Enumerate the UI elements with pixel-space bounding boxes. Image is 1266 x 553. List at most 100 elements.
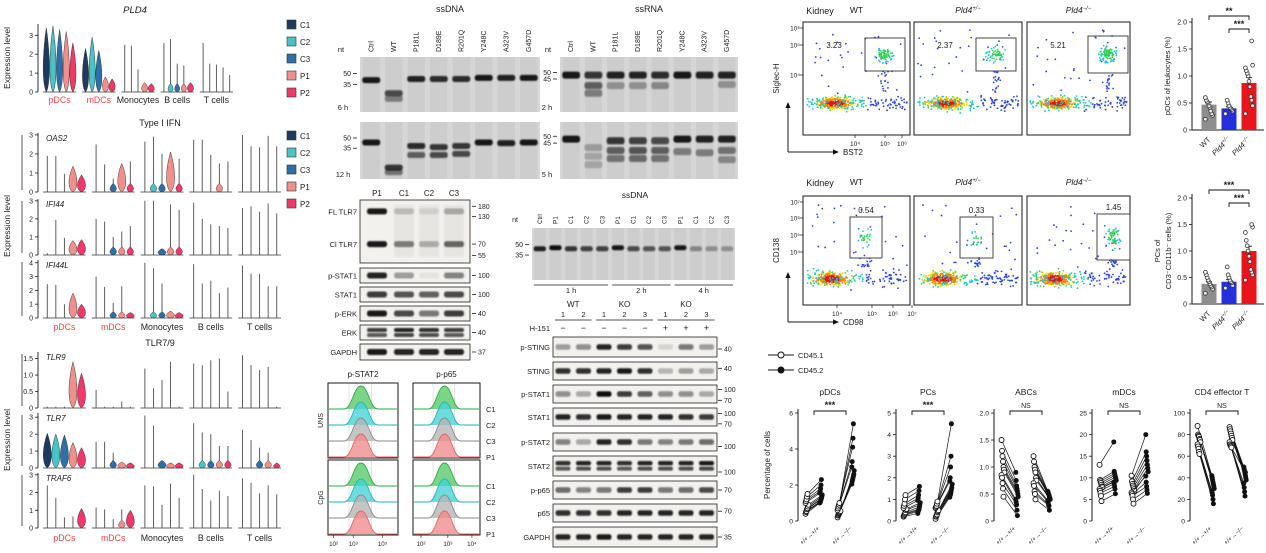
violin-shape	[68, 442, 78, 469]
data-point	[1203, 116, 1208, 122]
histogram-ridge	[414, 385, 479, 410]
flow-scatter	[1029, 205, 1127, 290]
celltype-label: T cells	[247, 322, 273, 332]
sig-label: NS	[1021, 403, 1031, 410]
paired-x-label: +/+→+/+	[1191, 525, 1214, 547]
legend-label: CD45.2	[798, 366, 823, 375]
lane-label: G457D	[526, 30, 533, 52]
x-tick: 10³	[443, 541, 452, 548]
celltype-label: pDCs	[53, 533, 76, 543]
histogram-ridge	[414, 462, 479, 487]
panel-group-title: Type I IFN	[139, 118, 181, 128]
wb-row-label: STAT2	[528, 462, 550, 471]
lane-label: A323V	[503, 31, 510, 52]
size-marker: 40	[478, 311, 486, 318]
x-tick: 10²	[329, 541, 338, 548]
celltype-label: B cells	[198, 533, 225, 543]
y-tick: 10	[1079, 475, 1087, 482]
data-point	[1245, 248, 1251, 254]
paired-panel-title: PCs	[920, 387, 936, 397]
histogram-ridge	[329, 478, 397, 503]
data-point-open	[1031, 458, 1037, 465]
wb-row-label: STAT1	[335, 291, 357, 300]
time-label: 12 h	[336, 170, 351, 179]
data-point	[1224, 98, 1230, 103]
data-point	[1248, 267, 1254, 272]
violin-shape	[68, 292, 78, 319]
phospho-flow-histograms: p-STAT2 p-p65 UNS C1 C2 C3 P1 CpG C1 C2 C3 P1 10² 10³…	[318, 370, 496, 548]
y-tick: 0	[29, 316, 33, 323]
x-tick: 10²	[417, 541, 426, 548]
y-tick: 2	[29, 490, 33, 497]
size-marker: 55	[478, 253, 486, 260]
size-marker: 130	[478, 214, 490, 221]
y-tick: 0	[789, 519, 793, 526]
data-point-filled	[916, 488, 922, 494]
paired-panel-title: CD4 effector T	[1195, 387, 1250, 397]
data-point-open	[999, 474, 1005, 481]
violin-shape	[77, 372, 86, 409]
y-tick: 1	[887, 497, 891, 504]
violin-shape	[175, 183, 183, 193]
paired-panel-title: ABCs	[1015, 387, 1037, 397]
size-marker: 50	[515, 242, 523, 249]
data-point-filled	[1111, 439, 1117, 445]
lane-label: Y248C	[679, 31, 686, 52]
violin-shape	[215, 460, 223, 469]
wb-row-label: FL TLR7	[328, 207, 357, 216]
time-label: 5 h	[542, 170, 552, 179]
legend-label: C3	[300, 166, 311, 175]
legend-swatch	[286, 181, 297, 192]
y-tick: 1.0	[980, 465, 990, 472]
data-point-filled	[850, 435, 856, 441]
legend-label: P1	[300, 72, 310, 81]
wb-box	[552, 407, 718, 427]
gel-ssdna-mutants: ssDNA nt Ctrl WT P181L D189E R201Q Y248C A323V G4…	[336, 4, 540, 179]
axis-arrow-up-icon	[785, 102, 791, 108]
genotype-group-label: KO	[680, 300, 692, 309]
y-tick: 1.5	[23, 356, 33, 363]
paired-x-label: +/+→−/−	[1027, 525, 1050, 547]
violin-shape	[215, 183, 223, 193]
wb-row-label: p65	[537, 509, 550, 518]
violin-shape	[187, 82, 194, 93]
data-point	[1243, 65, 1248, 71]
gene-title: OAS2	[46, 134, 68, 143]
y-tick: 3	[29, 274, 33, 281]
violin-shape	[118, 519, 126, 529]
data-point	[1250, 103, 1255, 108]
size-marker: 70	[724, 488, 732, 495]
paired-x-label: +/+→+/+	[995, 525, 1018, 547]
gel-title: ssDNA	[436, 4, 464, 14]
histogram-ridge	[414, 401, 479, 426]
flow-panel-title: Pld4+/−	[955, 5, 981, 15]
y-tick: 1.5	[1177, 47, 1187, 54]
lane-label: P181L	[613, 32, 620, 52]
paired-x-label: +/+→−/−	[929, 525, 952, 547]
violin-shape	[157, 460, 167, 469]
y-tick: 1.0	[23, 373, 33, 380]
violin-shape	[264, 460, 272, 469]
gene-title: IFI44L	[46, 261, 69, 270]
violin-shape	[109, 183, 117, 193]
bar-y-axis-label: CD3⁻CD11b⁻ cells (%)	[1164, 212, 1173, 289]
series-label: C1	[486, 405, 496, 414]
data-point-open	[1130, 500, 1137, 507]
legend-swatch	[286, 147, 297, 158]
histogram-ridge	[329, 417, 397, 442]
y-tick: 2	[29, 151, 33, 158]
flow-plot-box	[802, 21, 911, 136]
nt-label: nt	[512, 217, 518, 224]
violin-shape	[77, 508, 86, 529]
time-group-label: 2 h	[636, 286, 646, 295]
violin-shape	[198, 460, 206, 469]
flow-gate	[975, 37, 1017, 72]
violin-shape	[167, 83, 174, 93]
y-tick: 1.0	[1177, 74, 1187, 81]
data-point-open	[1000, 458, 1006, 465]
y-tick: 0.5	[980, 492, 990, 499]
gene-title: IFI44	[46, 200, 65, 209]
x-tick: 10⁵	[880, 141, 890, 148]
celltype-label: mDCs	[101, 322, 126, 332]
